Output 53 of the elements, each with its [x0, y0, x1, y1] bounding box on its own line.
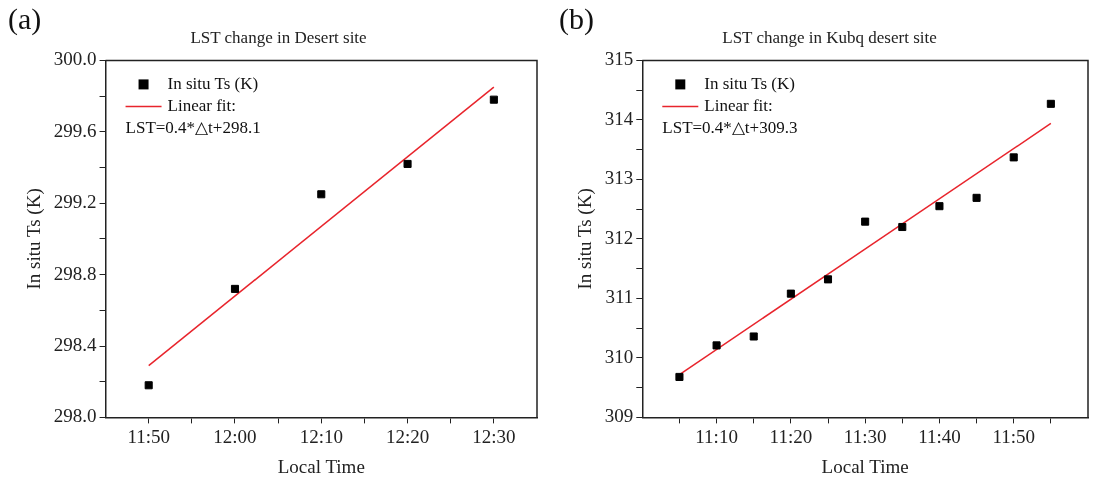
point — [898, 222, 907, 232]
y-tick-label: 298.8 — [53, 262, 97, 284]
point — [972, 193, 981, 202]
chart-title: LST change in Desert site — [190, 27, 367, 47]
text: (b) — [559, 1, 594, 36]
point — [935, 202, 944, 211]
legend-label: In situ Ts (K) — [167, 73, 259, 93]
point — [749, 332, 758, 341]
y-tick-label: 313 — [604, 167, 634, 189]
point — [786, 289, 795, 298]
y-axis-title: In situ Ts (K) — [574, 188, 597, 290]
x-tick-label: 12:10 — [299, 425, 343, 447]
point — [1009, 153, 1018, 162]
x-tick-label: 11:10 — [695, 425, 738, 447]
y-axis-title: In situ Ts (K) — [23, 188, 46, 290]
legend-label: In situ Ts (K) — [704, 73, 795, 93]
y-tick-label: 310 — [604, 345, 634, 367]
point — [144, 381, 153, 390]
x-axis-title: Local Time — [277, 455, 365, 477]
x-tick-label: 11:50 — [127, 425, 170, 447]
y-tick-label: 299.6 — [53, 119, 97, 141]
y-tick-label: 298.4 — [53, 333, 98, 355]
point — [675, 372, 684, 381]
y-tick-label: 315 — [604, 48, 634, 70]
point — [1046, 99, 1055, 108]
annotation: LST=0.4*△t+309.3 — [662, 117, 798, 137]
x-tick-label: 11:20 — [769, 425, 813, 447]
chart-title: LST change in Kubq desert site — [722, 27, 937, 47]
legend-label: Linear fit: — [167, 95, 236, 115]
y-tick-label: 300.0 — [53, 48, 97, 70]
y-tick-label: 314 — [604, 107, 634, 129]
y-tick-label: 299.2 — [53, 191, 97, 213]
annotation: LST=0.4*△t+298.1 — [125, 117, 261, 137]
y-tick-label: 312 — [604, 226, 634, 248]
legend-label: Linear fit: — [704, 95, 773, 115]
text: (a) — [8, 1, 42, 36]
x-tick-label: 12:00 — [213, 425, 257, 447]
point — [489, 95, 498, 104]
y-tick-label: 309 — [604, 405, 634, 427]
x-tick-label: 11:50 — [992, 425, 1036, 447]
x-tick-label: 11:30 — [843, 425, 887, 447]
x-axis-title: Local Time — [821, 455, 909, 477]
point — [230, 284, 240, 293]
point — [317, 190, 326, 199]
point — [861, 217, 870, 226]
x-tick-label: 12:20 — [385, 425, 430, 447]
point — [712, 341, 721, 350]
point — [823, 275, 833, 284]
x-tick-label: 11:40 — [918, 425, 961, 447]
point — [403, 159, 412, 168]
y-tick-label: 311 — [605, 286, 634, 308]
x-tick-label: 12:30 — [472, 425, 516, 447]
y-tick-label: 298.0 — [53, 405, 97, 427]
